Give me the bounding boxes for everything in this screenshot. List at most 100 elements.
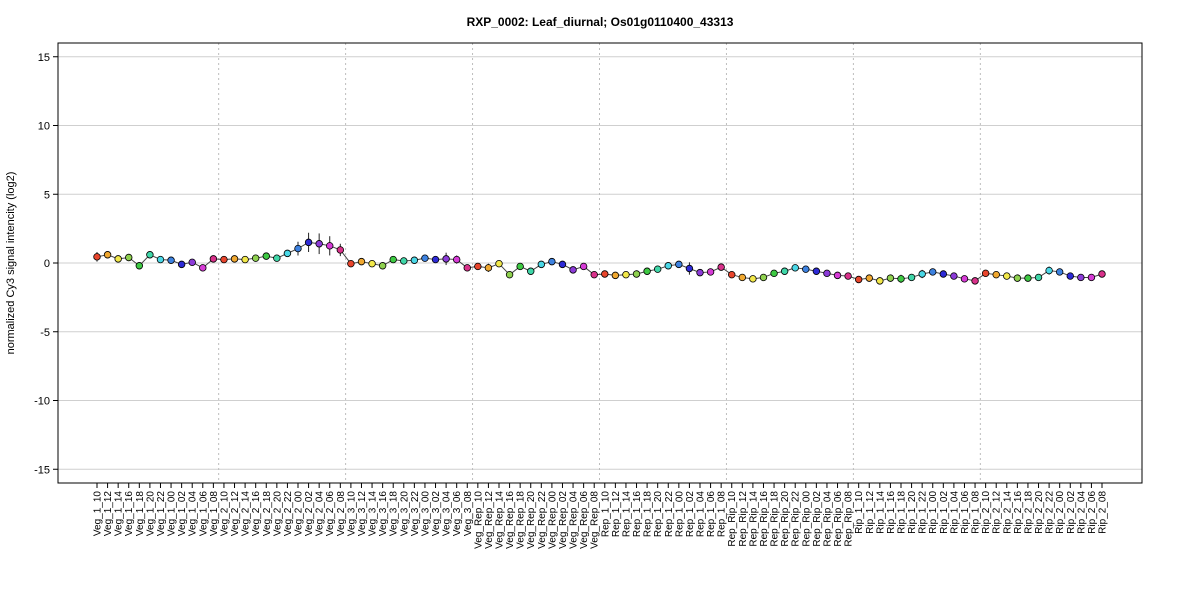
x-tick-label: Veg_Rep_22 [537,491,548,549]
data-point [823,269,831,278]
x-tick-label: Veg_3_02 [431,491,442,536]
data-point [1087,273,1096,282]
x-tick-label: Veg_1_08 [209,491,220,536]
data-point [918,270,926,278]
x-tick-label: Rip_1_22 [918,491,929,534]
x-tick-label: Rep_Rip_18 [770,491,781,547]
data-point [336,246,345,254]
data-point [283,249,292,258]
x-tick-label: Veg_Rep_14 [495,491,506,549]
data-point [177,260,186,269]
data-point [135,262,144,270]
data-point [400,257,408,265]
x-tick-label: Veg_2_18 [262,491,273,536]
data-point [452,255,461,264]
x-tick-label: Veg_2_12 [230,491,241,536]
data-point [1045,266,1053,275]
data-point [833,271,842,280]
data-point [273,254,281,262]
data-point [685,264,694,273]
x-tick-label: Veg_1_00 [167,491,178,536]
x-tick-label: Veg_2_20 [272,491,283,536]
data-point [463,264,471,272]
x-tick-label: Veg_2_02 [304,491,315,536]
x-tick-label: Rep_Rip_10 [727,491,738,547]
x-tick-label: Rip_2_08 [1098,491,1109,534]
x-tick-label: Rip_1_20 [907,491,918,534]
x-tick-label: Veg_2_22 [283,491,294,536]
data-point [812,267,821,275]
data-point [442,255,450,263]
data-point [199,264,207,272]
x-tick-label: Veg_1_18 [135,491,146,536]
x-tick-label: Rip_1_00 [928,491,939,534]
x-tick-label: Rip_2_06 [1087,491,1098,534]
data-point [389,255,397,264]
data-point [992,270,1000,279]
y-tick-label: 15 [38,52,50,64]
data-point [717,263,725,271]
x-tick-label: Veg_1_04 [188,491,199,536]
data-point [1066,272,1074,280]
x-tick-label: Rip_2_02 [1066,491,1077,534]
x-tick-label: Veg_2_10 [219,491,230,536]
x-tick-label: Rip_2_10 [981,491,992,534]
x-tick-label: Rip_1_10 [854,491,865,534]
x-tick-label: Veg_2_08 [336,491,347,536]
data-point [653,265,662,273]
x-tick-label: Veg_Rep_16 [505,491,516,549]
data-point [854,275,863,284]
x-tick-label: Rip_2_04 [1076,491,1087,534]
data-point [1024,274,1032,282]
y-tick-label: 10 [38,121,50,133]
data-point [579,262,588,271]
x-tick-label: Rep_Rip_08 [844,491,855,547]
data-point [675,260,683,269]
data-point [495,259,503,268]
x-tick-label: Rep_Rip_12 [738,491,749,547]
data-point [484,264,493,272]
data-point [93,253,101,261]
data-point [505,270,514,279]
x-tick-label: Rip_1_04 [949,491,960,534]
x-tick-label: Rep_1_16 [632,491,643,538]
x-tick-label: Veg_3_20 [399,491,410,536]
x-tick-label: Rep_1_08 [717,491,728,538]
x-tick-label: Veg_Rep_20 [526,491,537,549]
data-point [368,259,376,268]
x-tick-label: Veg_3_18 [389,491,400,536]
grid [58,43,1142,483]
data-point [220,255,228,264]
data-point [696,268,704,277]
data-point [601,270,609,278]
data-point [241,255,249,264]
x-tick-label: Rep_Rip_06 [833,491,844,547]
data-point [516,262,524,271]
y-tick-label: -5 [40,327,50,339]
x-tick-label: Rip_2_22 [1045,491,1056,534]
data-point [981,269,990,278]
data-point [167,256,175,264]
x-tick-label: Rep_1_20 [653,491,664,538]
data-point [474,262,482,271]
x-tick-label: Rep_Rip_00 [801,491,812,547]
data-point [960,275,969,283]
series [93,232,1106,285]
x-tick-label: Veg_3_04 [442,491,453,536]
data-point [156,255,165,264]
x-tick-label: Veg_Rep_02 [558,491,569,549]
x-tick-label: Veg_1_20 [145,491,156,536]
x-tick-label: Veg_3_06 [452,491,463,536]
data-point [326,242,334,250]
x-tick-label: Rep_1_22 [664,491,675,538]
data-point [114,255,122,263]
x-tick-label: Veg_1_16 [124,491,135,536]
x-tick-label: Veg_2_00 [294,491,305,536]
data-point [971,277,979,285]
x-tick-label: Veg_3_22 [410,491,421,536]
data-point [1034,273,1043,282]
data-point [632,270,641,278]
data-point [844,272,852,280]
x-tick-label: Rep_Rip_20 [780,491,791,547]
